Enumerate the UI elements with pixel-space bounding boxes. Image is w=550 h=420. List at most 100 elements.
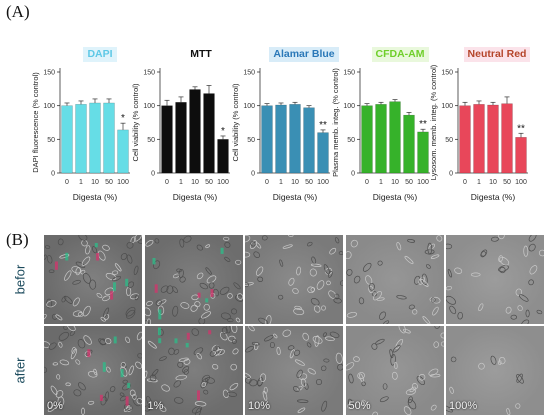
x-tick-label: 10 — [191, 179, 199, 186]
y-tick-label: 50 — [47, 137, 55, 144]
x-tick-label: 0 — [365, 179, 369, 186]
x-tick-label: 50 — [105, 179, 113, 186]
concentration-label: 10% — [248, 400, 271, 412]
bar — [515, 137, 527, 174]
x-axis-label: Digesta (%) — [273, 192, 318, 202]
y-tick-label: 150 — [243, 70, 255, 77]
bar — [103, 102, 115, 174]
x-tick-label: 100 — [217, 179, 229, 186]
significance-marker: * — [121, 113, 125, 124]
concentration-label: 100% — [449, 400, 478, 412]
x-axis-label: Digesta (%) — [173, 192, 218, 202]
microscopy-image: 0% — [44, 326, 142, 415]
bar — [459, 105, 471, 174]
x-tick-label: 50 — [305, 179, 313, 186]
x-axis-label: Digesta (%) — [373, 192, 418, 202]
bar — [161, 105, 173, 174]
x-tick-label: 50 — [405, 179, 413, 186]
y-tick-label: 50 — [147, 137, 155, 144]
x-tick-label: 1 — [79, 179, 83, 186]
x-tick-label: 10 — [91, 179, 99, 186]
x-tick-label: 1 — [379, 179, 383, 186]
y-tick-label: 100 — [143, 103, 155, 110]
microscopy-image — [446, 235, 544, 324]
x-tick-label: 100 — [417, 179, 429, 186]
bar — [389, 101, 401, 174]
microscopy-image: 50% — [345, 326, 444, 415]
panel-b-label: (B) — [6, 230, 29, 249]
bar — [203, 93, 215, 174]
bar — [189, 89, 201, 174]
x-tick-label: 100 — [117, 179, 129, 186]
bar — [487, 104, 499, 174]
y-tick-label: 50 — [347, 137, 355, 144]
x-tick-label: 1 — [179, 179, 183, 186]
bar — [403, 114, 415, 174]
x-axis-label: Digesta (%) — [471, 192, 516, 202]
y-axis-label: Lysosom. memb. integ. (% control) — [429, 64, 438, 180]
y-tick-label: 150 — [441, 70, 453, 77]
x-tick-label: 0 — [165, 179, 169, 186]
y-tick-label: 100 — [243, 103, 255, 110]
bar — [317, 132, 329, 174]
bar — [417, 131, 429, 174]
y-tick-label: 0 — [51, 171, 55, 178]
microscopy-image — [144, 235, 243, 324]
bar — [61, 105, 73, 174]
x-tick-label: 50 — [503, 179, 511, 186]
bar — [361, 105, 373, 174]
x-tick-label: 10 — [291, 179, 299, 186]
x-tick-label: 1 — [279, 179, 283, 186]
row-label: befor — [12, 264, 28, 295]
bar — [375, 104, 387, 174]
bar — [89, 102, 101, 174]
bar — [289, 104, 301, 174]
bar — [261, 105, 273, 174]
x-tick-label: 0 — [463, 179, 467, 186]
y-tick-label: 50 — [247, 137, 255, 144]
y-tick-label: 100 — [43, 103, 55, 110]
x-tick-label: 50 — [205, 179, 213, 186]
concentration-label: 50% — [348, 400, 371, 412]
concentration-label: 0% — [47, 400, 63, 412]
y-tick-label: 0 — [449, 171, 453, 178]
y-tick-label: 150 — [343, 70, 355, 77]
row-label: after — [12, 357, 28, 384]
x-tick-label: 10 — [489, 179, 497, 186]
x-tick-label: 10 — [391, 179, 399, 186]
bar — [473, 104, 485, 174]
microscopy-image — [345, 235, 444, 324]
bar — [75, 104, 87, 174]
x-tick-label: 1 — [477, 179, 481, 186]
bar — [217, 139, 229, 174]
significance-marker: ** — [319, 120, 327, 131]
chart-title: CFDA-AM — [371, 47, 429, 62]
microscopy-image: 1% — [144, 326, 243, 415]
y-axis-label: Plasma memb. integ. (% control) — [331, 68, 340, 177]
significance-marker: * — [221, 126, 225, 137]
x-tick-label: 100 — [317, 179, 329, 186]
y-tick-label: 50 — [445, 137, 453, 144]
bar — [175, 102, 187, 174]
y-tick-label: 150 — [143, 70, 155, 77]
y-axis-label: DAPI fluorescence (% control) — [31, 72, 40, 173]
chart-title: Neutral Red — [463, 47, 531, 62]
microscopy-image: 10% — [245, 326, 343, 415]
x-tick-label: 0 — [65, 179, 69, 186]
y-axis-label: Cell viability (% control) — [131, 83, 140, 161]
x-tick-label: 100 — [515, 179, 527, 186]
y-tick-label: 0 — [151, 171, 155, 178]
y-tick-label: 0 — [251, 171, 255, 178]
microscopy-grid: 0% 1% 10% 50% 100% — [44, 235, 544, 415]
bar — [117, 129, 129, 174]
significance-marker: ** — [419, 119, 427, 130]
y-tick-label: 100 — [441, 103, 453, 110]
chart-title: Alamar Blue — [269, 47, 339, 62]
y-tick-label: 150 — [43, 70, 55, 77]
y-tick-label: 100 — [343, 103, 355, 110]
